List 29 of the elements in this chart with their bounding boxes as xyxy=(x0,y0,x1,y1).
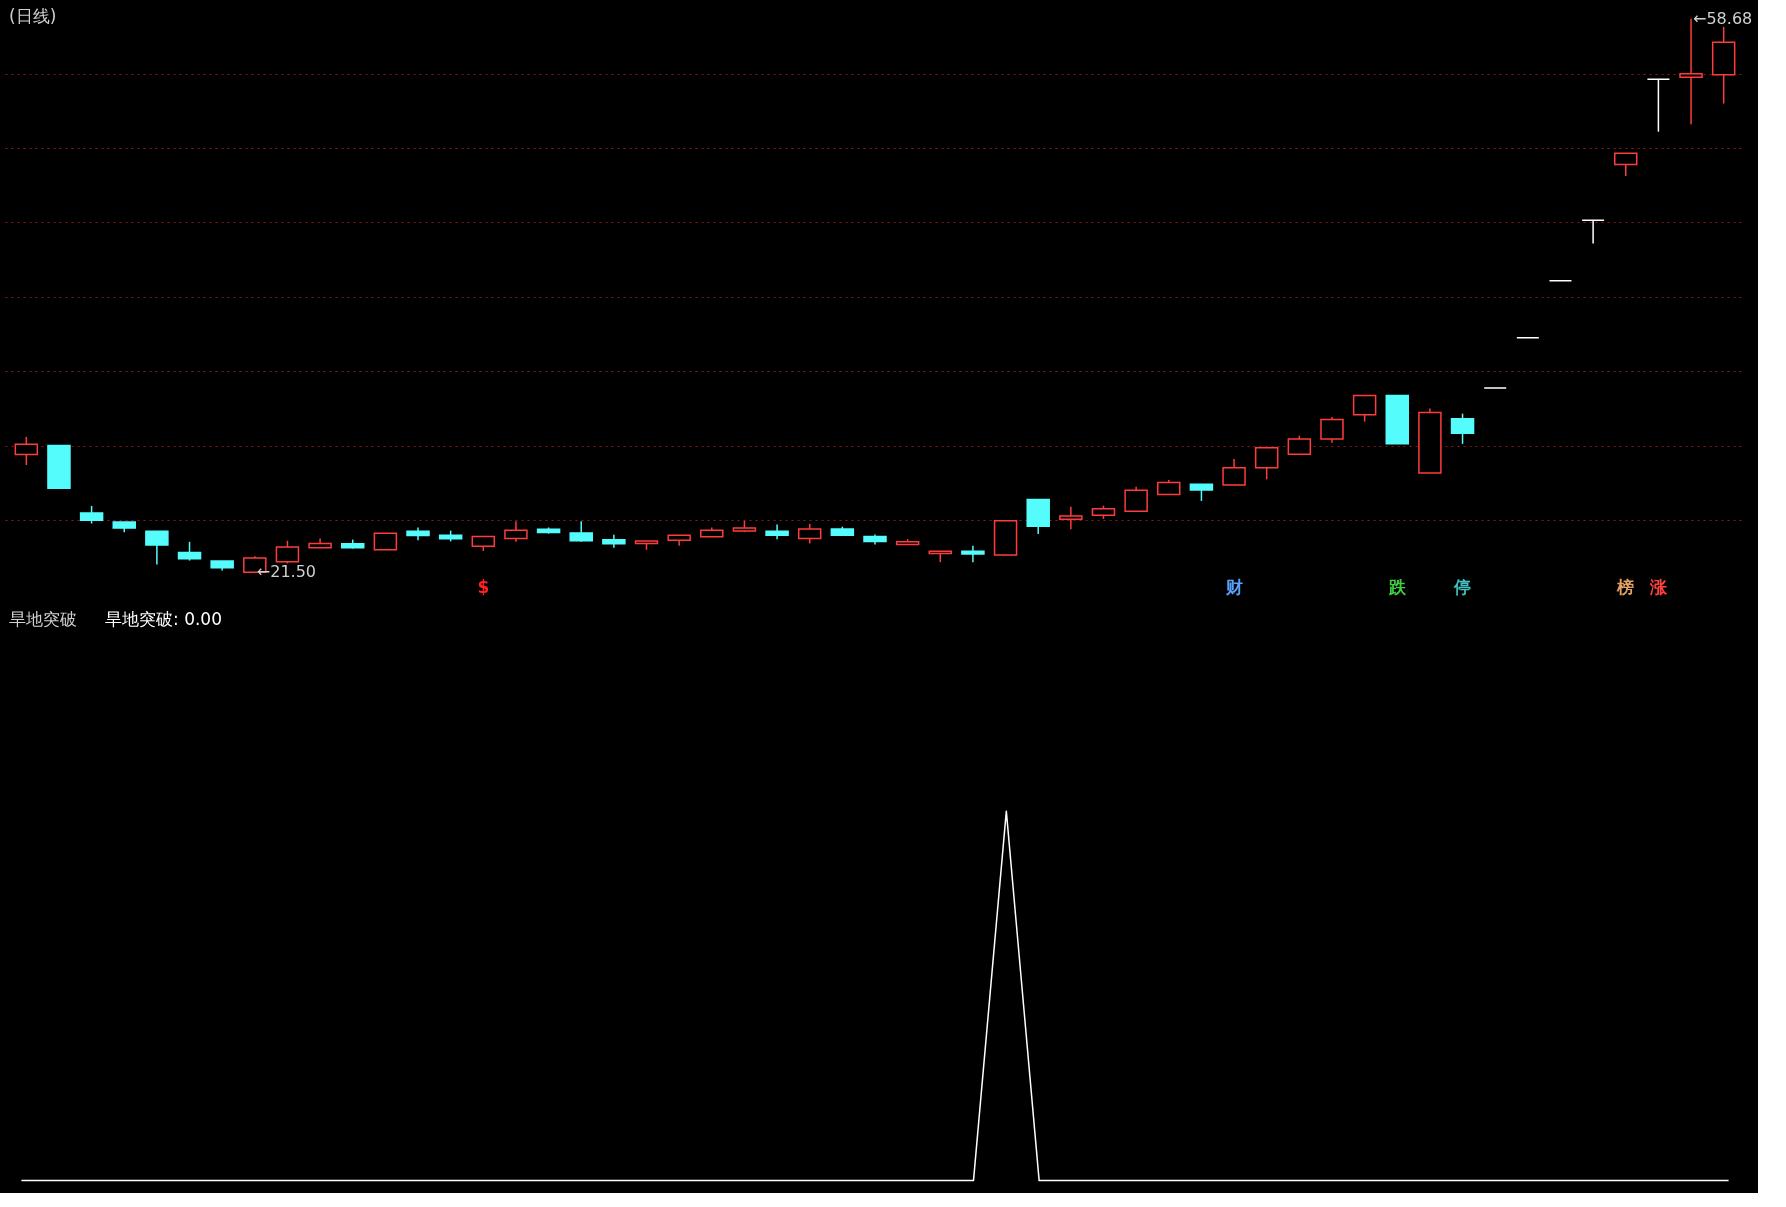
annotation: ←21.50 xyxy=(256,562,317,582)
candlestick xyxy=(1646,78,1671,133)
text: 涨 xyxy=(1648,577,1668,597)
candlestick xyxy=(1581,219,1605,245)
text: 跌 xyxy=(1387,577,1407,597)
text: 榜 xyxy=(1616,577,1635,597)
candlestick xyxy=(961,545,985,563)
candlestick xyxy=(1254,447,1279,481)
candlestick xyxy=(1320,416,1344,444)
candlestick xyxy=(569,520,593,543)
candlestick xyxy=(1450,412,1475,445)
annotation: ←58.68 xyxy=(1693,8,1753,28)
candlestick xyxy=(1287,434,1312,456)
candlestick xyxy=(1614,152,1638,177)
candlestick xyxy=(145,530,169,566)
text: 财 xyxy=(1224,577,1243,597)
candlestick xyxy=(1352,394,1377,423)
text: 停 xyxy=(1453,577,1472,597)
candlestick xyxy=(797,523,822,545)
candlestick xyxy=(14,436,39,466)
candlestick xyxy=(1059,506,1083,531)
candlestick xyxy=(1124,485,1148,512)
candlestick xyxy=(504,520,528,543)
chart-title: (日线) xyxy=(9,6,57,26)
chart-title: 旱地突破 xyxy=(9,609,77,629)
text: 旱地突破: 0.00 xyxy=(105,609,222,629)
candlestick xyxy=(177,541,202,562)
candlestick xyxy=(1222,458,1246,486)
text: $ xyxy=(477,577,490,597)
